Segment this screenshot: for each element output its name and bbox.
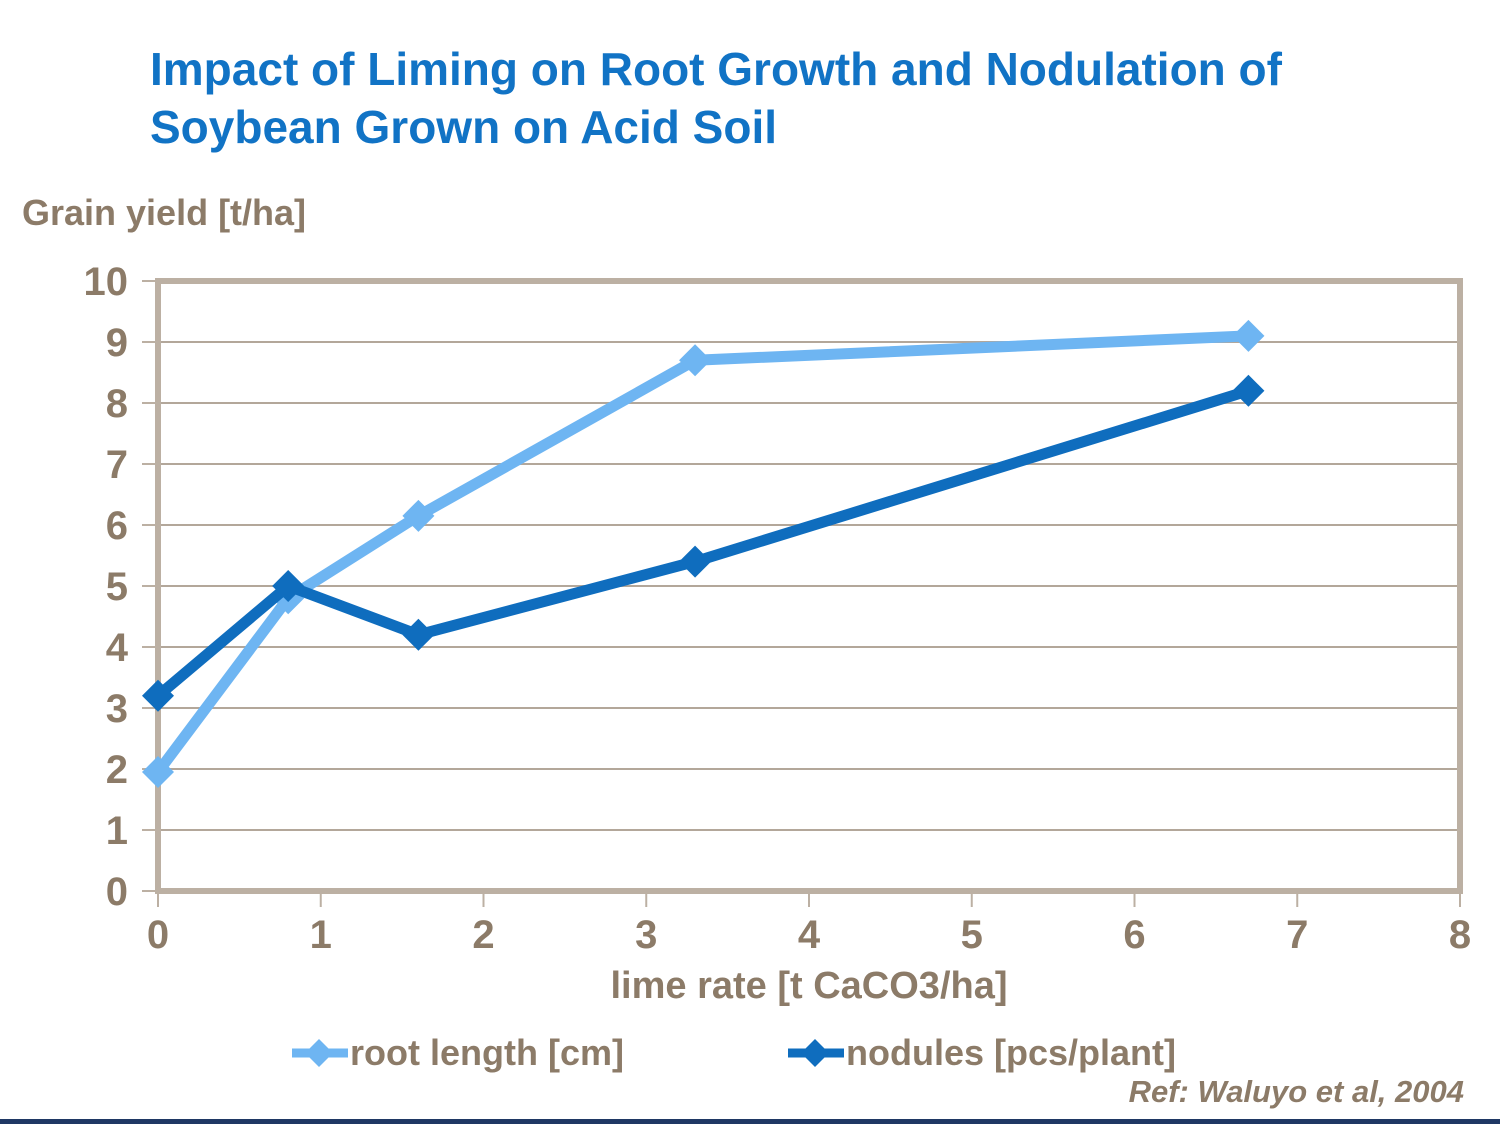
- nodules-series-marker-icon: [788, 1039, 844, 1067]
- series-line-1: [152, 385, 1254, 702]
- legend-marker-diamond: [801, 1039, 829, 1067]
- data-point-marker-s1-0: [142, 679, 174, 712]
- slide-title-line2: Soybean Grown on Acid Soil: [150, 101, 778, 153]
- legend-item-root-length: root length [cm]: [292, 1032, 624, 1074]
- slide-title-line1: Impact of Liming on Root Growth and Nodu…: [150, 43, 1282, 95]
- data-point-marker-s1-3: [679, 545, 712, 578]
- root-length-series-marker-icon: [292, 1039, 348, 1067]
- legend-marker-diamond: [305, 1039, 333, 1067]
- data-point-marker-s0-3: [679, 344, 712, 377]
- x-tick-label-6: 6: [1123, 913, 1145, 957]
- x-tick-label-7: 7: [1286, 913, 1308, 957]
- y-tick-label-4: 4: [106, 626, 129, 670]
- x-tick-label-5: 5: [961, 913, 983, 957]
- plot-border: [155, 278, 1463, 894]
- data-point-marker-s1-4: [1232, 374, 1265, 407]
- footer-accent-bar: [0, 1119, 1500, 1124]
- slide-title: Impact of Liming on Root Growth and Nodu…: [150, 40, 1440, 156]
- x-axis-title: lime rate [t CaCO3/ha]: [611, 965, 1008, 1007]
- x-tick-label-0: 0: [147, 913, 169, 957]
- data-point-marker-s1-1: [272, 570, 305, 602]
- data-point-marker-s1-2: [402, 618, 435, 651]
- data-point-marker-s0-0: [142, 756, 174, 789]
- y-tick-label-0: 0: [106, 870, 128, 914]
- chart-legend: root length [cm] nodules [pcs/plant]: [0, 1032, 1500, 1084]
- y-tick-label-10: 10: [84, 260, 129, 304]
- data-point-marker-s0-4: [1232, 319, 1265, 352]
- legend-item-nodules: nodules [pcs/plant]: [788, 1032, 1176, 1074]
- y-tick-label-5: 5: [106, 565, 128, 609]
- y-axis-title: Grain yield [t/ha]: [22, 192, 307, 233]
- y-tick-label-8: 8: [106, 382, 128, 426]
- x-tick-label-8: 8: [1449, 913, 1471, 957]
- x-tick-label-4: 4: [798, 913, 821, 957]
- y-tick-label-2: 2: [106, 748, 128, 792]
- reference-citation: Ref: Waluyo et al, 2004: [1128, 1074, 1464, 1109]
- line-chart: 0 1 2 3 4 5 6 7 8 9 10 0 1 2 3 4 5 6 7 8 lime rate [t CaCO3/…: [84, 260, 1472, 1007]
- y-tick-label-6: 6: [106, 504, 128, 548]
- y-tick-label-7: 7: [106, 443, 128, 487]
- x-tick-label-2: 2: [472, 913, 494, 957]
- legend-label-nodules: nodules [pcs/plant]: [846, 1032, 1177, 1073]
- y-tick-label-1: 1: [106, 809, 128, 853]
- y-tick-label-9: 9: [106, 321, 128, 365]
- legend-label-root-length: root length [cm]: [350, 1032, 624, 1073]
- x-tick-label-1: 1: [310, 913, 332, 957]
- x-tick-label-3: 3: [635, 913, 657, 957]
- data-point-marker-s0-2: [402, 499, 435, 532]
- y-tick-label-3: 3: [106, 687, 128, 731]
